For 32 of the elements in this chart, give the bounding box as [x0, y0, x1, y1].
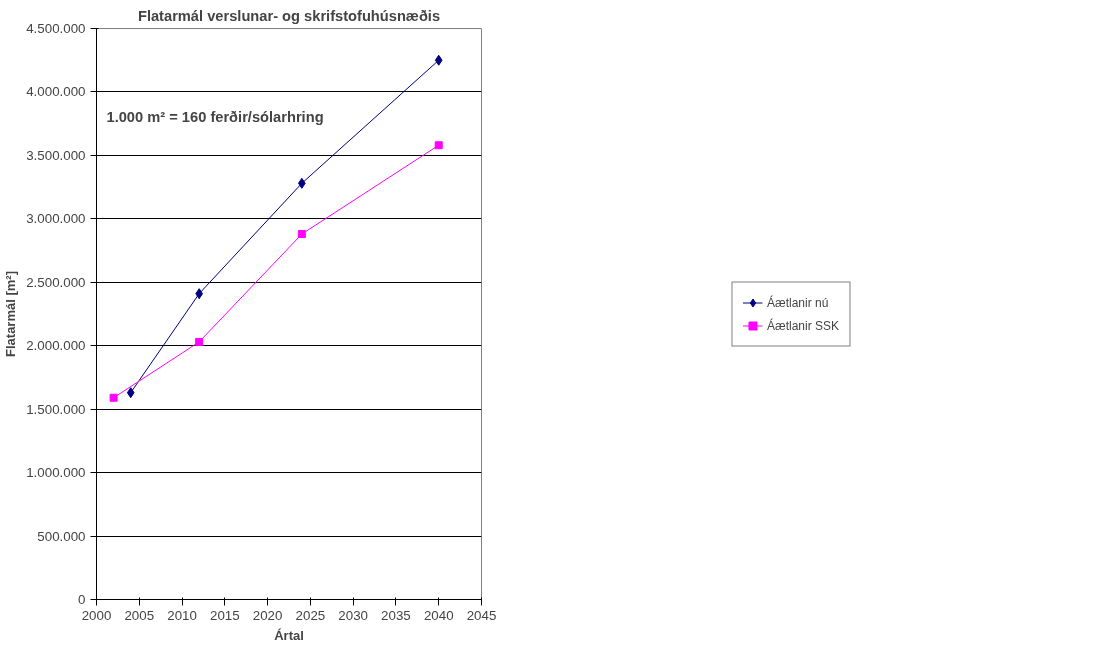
x-tick-label: 2030: [338, 607, 368, 623]
x-tick-label: 2005: [124, 607, 155, 623]
point: [109, 393, 118, 402]
y-tick-label: 3.000.000: [26, 211, 86, 227]
x-tick-label: 2010: [167, 607, 197, 623]
point: [434, 141, 443, 150]
y-tick-label: 2.000.000: [26, 338, 86, 354]
legend-label: Áætlanir SSK: [766, 318, 840, 332]
x-tick-label: 2045: [466, 607, 497, 623]
x-tick-label: 2015: [210, 607, 240, 623]
point: [434, 54, 443, 66]
annotation: 1.000 m² = 160 ferðir/sólarhring: [106, 108, 324, 125]
point: [297, 230, 306, 239]
y-axis-title: Flatarmál [m²]: [3, 271, 19, 357]
y-tick-label: 3.500.000: [26, 147, 86, 163]
y-tick-label: 2.500.000: [26, 274, 86, 290]
x-axis-title: Ártal: [274, 627, 304, 643]
x-tick-label: 2000: [81, 607, 112, 623]
point: [126, 387, 135, 399]
x-tick-label: 2025: [295, 607, 326, 623]
y-tick-label: 500.000: [37, 528, 86, 544]
y-tick-label: 4.000.000: [26, 84, 86, 100]
x-tick-label: 2040: [423, 607, 454, 623]
x-tick-label: 2035: [381, 607, 411, 623]
legend-label: Áætlanir nú: [766, 295, 829, 309]
y-tick-label: 1.000.000: [26, 465, 86, 481]
point: [195, 337, 204, 346]
x-tick-label: 2020: [252, 607, 283, 623]
y-tick-label: 1.500.000: [26, 401, 86, 417]
y-tick-label: 0: [78, 592, 86, 607]
chart-title: Flatarmál verslunar- og skrifstofuhúsnæðis: [137, 7, 441, 24]
y-tick-label: 4.500.000: [26, 21, 86, 36]
